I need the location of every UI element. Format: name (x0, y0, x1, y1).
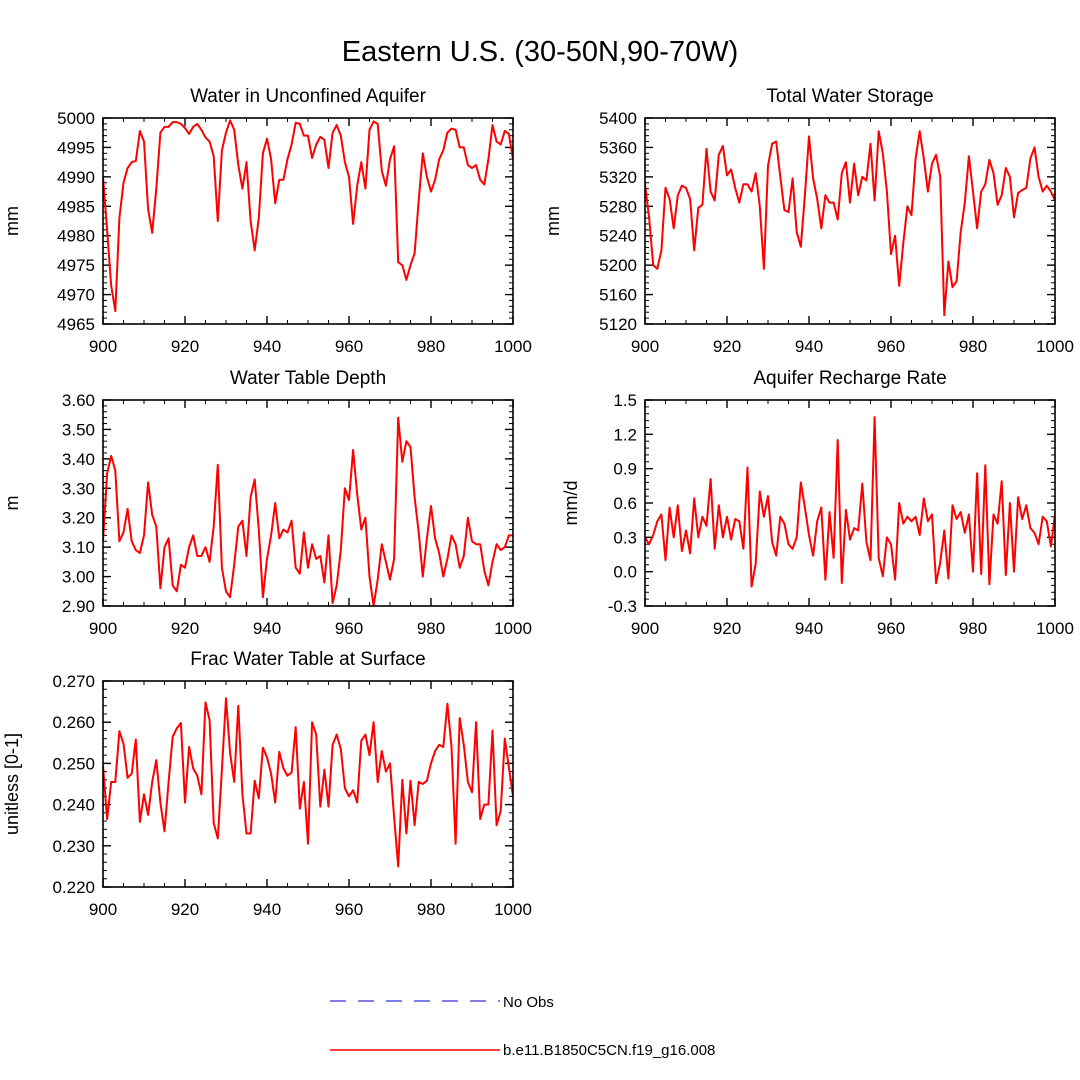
panel-5: Frac Water Table at Surface unitless [0-1… (2, 649, 532, 919)
y-axis-label: mm (543, 206, 563, 236)
y-tick-label: 3.60 (62, 391, 95, 410)
x-tick-label: 1000 (494, 337, 532, 356)
y-tick-label: 3.30 (62, 479, 95, 498)
y-tick-label: 0.6 (613, 494, 637, 513)
y-tick-label: 4965 (57, 315, 95, 334)
x-tick-label: 980 (417, 900, 445, 919)
x-tick-label: 920 (713, 337, 741, 356)
y-tick-label: 1.2 (613, 425, 637, 444)
y-tick-label: 3.20 (62, 509, 95, 528)
panel-title: Total Water Storage (766, 86, 933, 107)
y-tick-label: 5000 (57, 109, 95, 128)
y-tick-label: 4995 (57, 138, 95, 157)
y-tick-label: 5280 (599, 197, 637, 216)
x-tick-label: 940 (253, 619, 281, 638)
panel-title: Water in Unconfined Aquifer (190, 86, 427, 107)
plot-frame (644, 399, 1056, 607)
y-tick-label: 5200 (599, 256, 637, 275)
x-tick-label: 960 (335, 900, 363, 919)
y-tick-label: 5240 (599, 227, 637, 246)
x-tick-label: 920 (171, 900, 199, 919)
y-tick-label: 4990 (57, 168, 95, 187)
y-axis-label: m (2, 496, 22, 511)
panel-4: Aquifer Recharge Rate mm/d -0.3 0.0 0.3 0.6 0.… (561, 368, 1074, 638)
y-tick-label: 4980 (57, 227, 95, 246)
x-tick-label: 980 (959, 619, 987, 638)
x-tick-label: 1000 (494, 619, 532, 638)
x-tick-label: 980 (417, 619, 445, 638)
y-tick-label: -0.3 (608, 597, 637, 616)
x-tick-label: 1000 (1036, 337, 1074, 356)
x-tick-label: 920 (171, 619, 199, 638)
series-line (645, 130, 1055, 317)
x-tick-label: 940 (795, 337, 823, 356)
panel-title: Water Table Depth (230, 368, 386, 389)
x-tick-label: 940 (253, 900, 281, 919)
y-tick-label: 5320 (599, 168, 637, 187)
series-line (645, 416, 1055, 588)
y-tick-label: 3.00 (62, 568, 95, 587)
y-tick-label: 0.240 (52, 796, 95, 815)
y-tick-label: 4970 (57, 286, 95, 305)
y-axis-label: mm/d (561, 481, 581, 526)
plot-frame (644, 117, 1056, 325)
y-tick-label: 0.260 (52, 713, 95, 732)
panel-title: Frac Water Table at Surface (190, 649, 426, 670)
y-tick-label: 5400 (599, 109, 637, 128)
legend: No Obs b.e11.B1850C5CN.f19_g16.008 (330, 994, 715, 1059)
y-tick-label: 0.230 (52, 837, 95, 856)
y-tick-label: 4975 (57, 256, 95, 275)
series-line (103, 697, 513, 868)
panel-title: Aquifer Recharge Rate (753, 368, 946, 389)
legend-obs-label: No Obs (503, 994, 554, 1011)
x-tick-label: 900 (631, 337, 659, 356)
x-tick-label: 960 (877, 337, 905, 356)
y-axis-label: unitless [0-1] (2, 733, 22, 835)
y-tick-label: 3.40 (62, 450, 95, 469)
y-tick-label: 0.270 (52, 672, 95, 691)
legend-model-label: b.e11.B1850C5CN.f19_g16.008 (503, 1042, 715, 1059)
x-tick-label: 960 (335, 337, 363, 356)
panel-2: Total Water Storage mm 5120 5160 5200 5240 528… (543, 86, 1074, 356)
x-tick-label: 1000 (494, 900, 532, 919)
page-title: Eastern U.S. (30-50N,90-70W) (341, 36, 739, 68)
plot-frame (102, 117, 514, 325)
x-tick-label: 900 (89, 337, 117, 356)
x-tick-label: 940 (795, 619, 823, 638)
series-line (103, 416, 513, 606)
panel-3: Water Table Depth m 2.90 3.00 3.10 3.20 3.30 3.… (2, 368, 532, 638)
plot-frame (102, 680, 514, 888)
x-tick-label: 920 (171, 337, 199, 356)
y-tick-label: 0.250 (52, 754, 95, 773)
x-tick-label: 900 (631, 619, 659, 638)
y-tick-label: 5360 (599, 138, 637, 157)
x-tick-label: 920 (713, 619, 741, 638)
x-tick-label: 900 (89, 900, 117, 919)
y-tick-label: 1.5 (613, 391, 637, 410)
x-tick-label: 980 (417, 337, 445, 356)
y-tick-label: 0.3 (613, 528, 637, 547)
y-tick-label: 5120 (599, 315, 637, 334)
x-tick-label: 960 (877, 619, 905, 638)
x-tick-label: 900 (89, 619, 117, 638)
y-tick-label: 3.50 (62, 420, 95, 439)
y-tick-label: 2.90 (62, 597, 95, 616)
y-tick-label: 3.10 (62, 538, 95, 557)
x-tick-label: 980 (959, 337, 987, 356)
x-tick-label: 940 (253, 337, 281, 356)
y-axis-label: mm (2, 206, 22, 236)
y-tick-label: 0.220 (52, 878, 95, 897)
plot-frame (102, 399, 514, 607)
y-tick-label: 0.9 (613, 460, 637, 479)
y-tick-label: 5160 (599, 286, 637, 305)
x-tick-label: 1000 (1036, 619, 1074, 638)
series-line (103, 119, 513, 313)
y-tick-label: 0.0 (613, 563, 637, 582)
panel-1: Water in Unconfined Aquifer mm 4965 4970 497… (2, 86, 532, 356)
y-tick-label: 4985 (57, 197, 95, 216)
x-tick-label: 960 (335, 619, 363, 638)
